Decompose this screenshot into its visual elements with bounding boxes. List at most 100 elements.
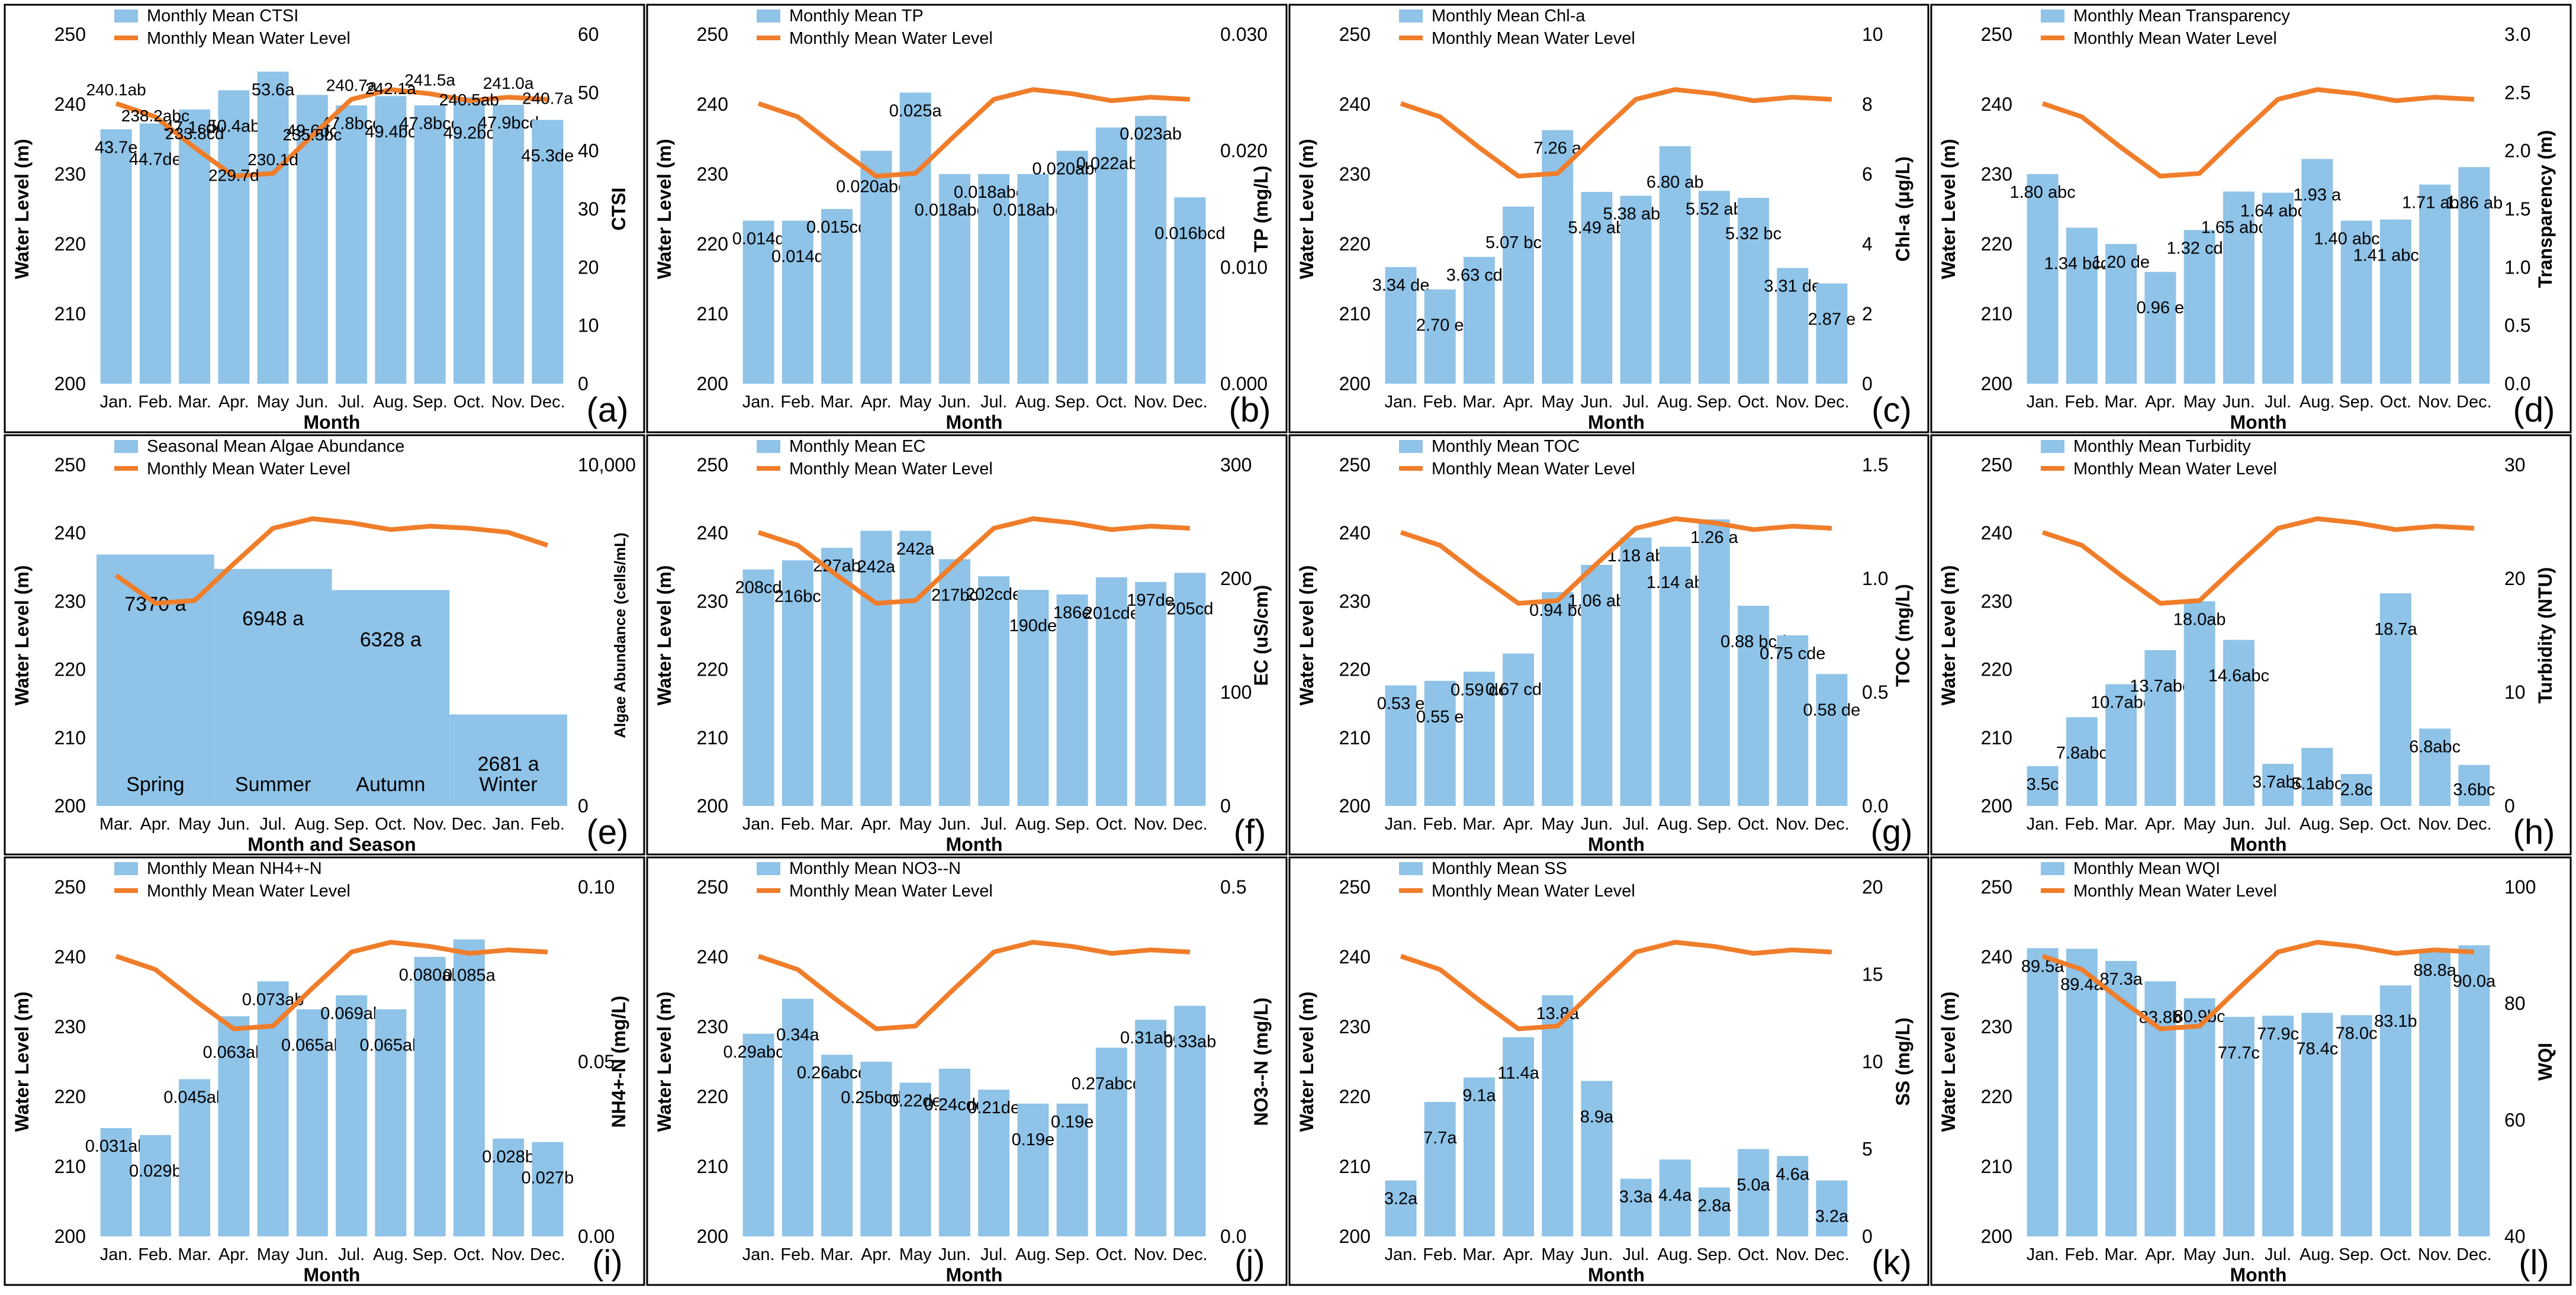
left-axis-tick-label: 240 [1339,94,1371,115]
left-axis-tick-label: 200 [1981,1226,2012,1247]
bar-value-label: 0.24cde [924,1095,985,1114]
bar [1385,685,1417,806]
left-axis-title: Water Level (m) [11,991,33,1132]
panel-tag: (c) [1871,391,1912,429]
right-axis-tick-label: 0.5 [1220,876,1246,898]
water-level-line [1400,87,1832,179]
x-axis-tick-label: Dec. [2456,815,2492,834]
right-axis-tick-label: 2 [1862,303,1873,324]
x-axis-title: Month [1588,1264,1645,1286]
right-axis-tick-label: 0 [1862,1226,1873,1247]
bar [821,1055,853,1236]
bar [139,1135,171,1236]
bar [1017,590,1049,806]
x-axis-tick-label: Dec. [530,393,565,412]
chart-panel: 200 210 220 230 240 250 0 100 200 300 Water Level … [646,434,1288,856]
bar-value-label: 0.19e [1051,1113,1094,1132]
bar [978,1090,1010,1236]
bar [2223,1017,2255,1236]
water-level-label: 241.0a [483,74,534,92]
bar [899,1082,931,1236]
x-axis-tick-label: Nov. [2418,1245,2452,1264]
left-axis-tick-label: 250 [1339,24,1371,45]
bar-value-label: 0.016bcd [1154,224,1225,243]
left-axis-tick-label: 250 [54,454,86,475]
x-axis-tick-label: Mar. [820,815,853,834]
left-axis-tick-label: 200 [1981,373,2012,394]
left-axis-tick-label: 220 [1981,659,2012,680]
x-axis-tick-label: Feb. [1423,1245,1457,1264]
x-axis-tick-label: Jul. [980,1245,1007,1264]
x-axis-tick-label: Aug. [2300,815,2335,834]
x-axis-tick-label: Jul. [980,393,1007,412]
bar [1174,573,1206,806]
x-axis-tick-label: Apr. [2145,1245,2176,1264]
right-axis-tick-label: 30 [578,198,599,220]
x-axis-tick-label: May [899,815,932,834]
x-axis-tick-label: Oct. [2380,393,2411,412]
bar-value-label: 3.5c [2027,775,2059,794]
x-axis-tick-label: Sep. [1697,815,1732,834]
bar-value-label: 77.7c [2218,1043,2260,1062]
left-axis-title: Water Level (m) [1296,991,1317,1132]
bar-value-label: 6.80 ab [1646,173,1704,192]
right-axis-title: EC (uS/cm) [1250,585,1272,686]
x-axis-tick-label: May [2183,815,2216,834]
bar-value-label: 5.07 bcd [1485,233,1551,252]
bar [2105,684,2137,806]
right-axis-title: WQI [2535,1043,2556,1081]
legend-bar-label: Monthly Mean Chl-a [1432,7,1586,25]
x-axis-title: Month and Season [247,834,416,855]
x-axis-tick-label: Dec. [452,815,487,834]
bar-value-label: 0.75 cde [1760,644,1825,663]
right-axis-tick-label: 1.5 [1862,454,1888,475]
bar-value-label: 4.4a [1658,1186,1692,1205]
bar-value-label: 5.0a [1736,1176,1770,1195]
bar-value-label: 205cd [1166,599,1213,618]
left-axis-tick-label: 240 [1981,946,2012,968]
bar [821,209,853,384]
left-axis-tick-label: 230 [54,1016,86,1037]
x-axis-tick-label: Oct. [1738,815,1769,834]
left-axis-tick-label: 210 [54,1156,86,1177]
x-axis-tick-label: Jan. [2027,815,2059,834]
legend-bar-label: Monthly Mean Turbidity [2073,437,2251,456]
bar-value-label: 0.88 bcd [1720,632,1786,651]
bar-value-label: 83.1b [2374,1012,2417,1031]
right-axis-title: TOC (mg/L) [1892,584,1913,687]
season-label: Autumn [356,773,425,796]
x-axis-tick-label: Sep. [412,1245,448,1264]
legend-line-label: Monthly Mean Water Level [2073,29,2277,48]
water-level-line [1400,516,1832,606]
x-axis-tick-label: Jul. [980,815,1007,834]
right-axis-tick-label: 10 [578,315,599,336]
bar [375,96,407,384]
bar [2419,184,2451,384]
legend-bar-label: Monthly Mean EC [789,437,926,456]
bar-value-label: 18.0ab [2173,610,2226,629]
bar [2066,717,2098,806]
bar-value-label: 242a [896,539,935,558]
left-axis-tick-label: 210 [697,727,728,748]
legend-bar-swatch [2041,9,2064,23]
left-axis-tick-label: 210 [1981,727,2012,748]
bar-value-label: 0.014d [732,230,785,249]
bar-value-label: 197de [1127,591,1175,610]
panel-tag: (h) [2513,813,2555,851]
panel-tag: (l) [2519,1243,2549,1282]
left-axis-tick-label: 200 [1339,373,1371,394]
left-axis-tick-label: 250 [54,24,86,45]
legend-bar-label: Monthly Mean NO3--N [789,859,961,878]
bar [2379,219,2411,384]
x-axis-tick-label: Jun. [217,815,250,834]
x-axis-tick-label: Feb. [780,1245,815,1264]
right-axis-title: Transparency (m) [2535,130,2556,288]
right-axis-tick-label: 1.5 [2504,198,2530,220]
legend-line-label: Monthly Mean Water Level [2073,459,2277,478]
x-axis-tick-label: Jun. [1581,1245,1613,1264]
right-axis-tick-label: 20 [1862,876,1883,898]
legend-bar-swatch [757,440,780,453]
x-axis-tick-label: Sep. [1054,1245,1090,1264]
x-axis-title: Month [304,412,361,433]
bar-value-label: 3.2a [1384,1190,1418,1209]
